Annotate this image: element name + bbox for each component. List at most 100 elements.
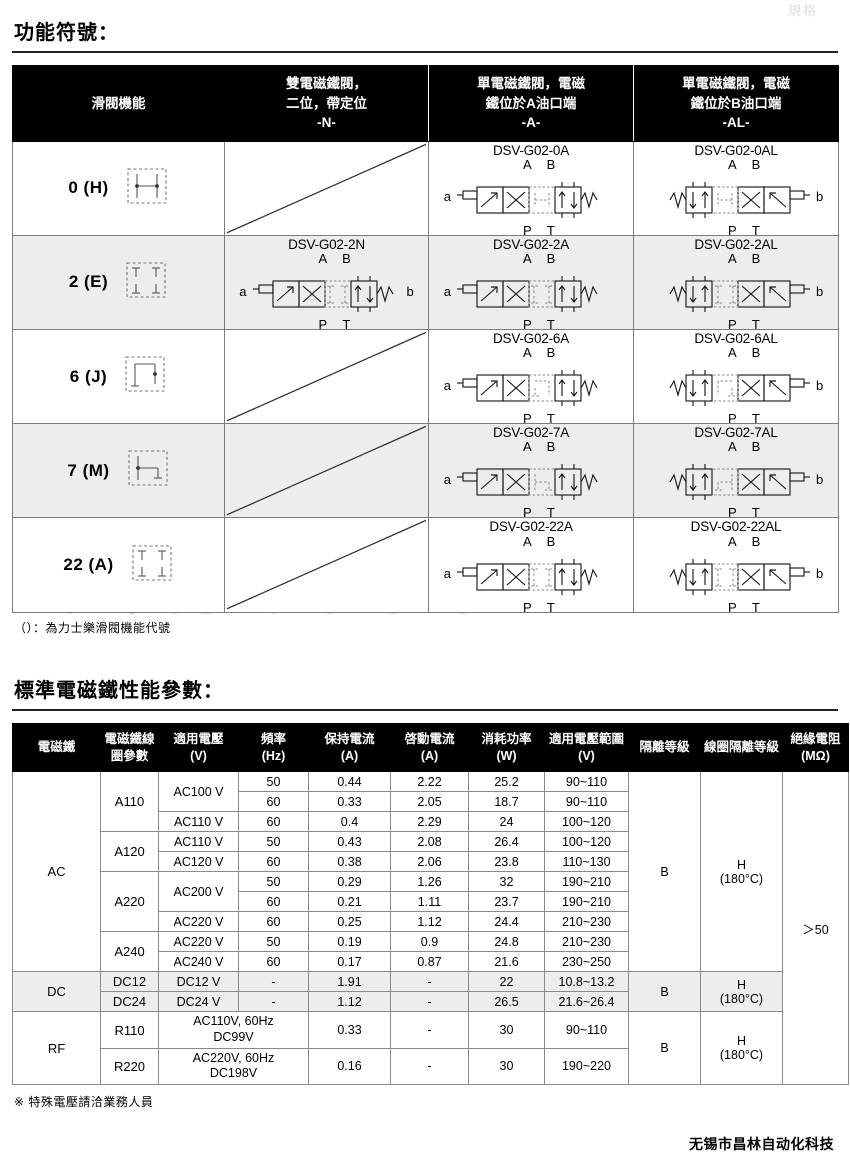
cell-power-consumption: 24 [468,811,545,833]
valve-diagram-al: A B P T b [635,345,837,426]
cell-holding-current: 1.91 [308,971,391,993]
company-footer: 无锡市昌林自动化科技 [689,1135,834,1152]
cell-type-n [224,423,429,519]
cell-isolation-class: B [628,1011,701,1085]
valve-diagram-n: a A B P T b [226,251,427,332]
cell-type-al: DSV-G02-22AL A B P T b [633,517,839,615]
col-header-8: 隔離等級 [628,722,701,773]
col-header-1: 電磁鐵線 圈參數 [100,722,159,773]
valve-diagram-a: a A B P T [430,345,632,426]
cell-insulation-resistance: ＞50 [782,771,849,1085]
function-table-note: （）：為力士樂滑閥機能代號 [14,620,171,635]
cell-type-al: DSV-G02-6AL A B P T b [633,329,839,426]
port-labels-bottom: P T [728,411,766,427]
table-row: AC110 V 60 0.4 2.29 24 100~120 [13,811,849,833]
cell-starting-current: - [390,1011,469,1049]
cell-type-n: DSV-G02-2N a A B P T b [224,234,429,332]
cell-type-a: DSV-G02-6A a A B P T [428,329,634,426]
cell-holding-current: 0.33 [308,1011,391,1049]
cell-holding-current: 0.43 [308,831,391,853]
cell-type-al: DSV-G02-0AL A B P T b [633,140,839,238]
port-label-right: b [406,283,414,299]
cell-spool-function: 0 (H) [12,140,225,236]
table-row: A220 AC200 V 50 0.29 1.26 32 190~210 [13,871,849,933]
table-header-row: 滑閥機能 雙電磁鐵閥， 二位，帶定位 -N- 單電磁鐵閥，電磁 鐵位於A油口端 … [12,65,839,142]
valve-diagram-al: A B P T b [635,534,837,615]
spool-function-code: 22 (A) [63,555,114,575]
cell-frequency: 60 [238,811,309,833]
cell-voltage-range: 100~120 [544,831,629,853]
port-labels-bottom: P T [523,505,561,521]
cell-voltage-range: 100~120 [544,811,629,833]
table-row: AC120 V 60 0.38 2.06 23.8 110~130 [13,851,849,873]
table-row: 0 (H) DSV-G02-0A a A B P T [12,140,839,238]
cell-power-consumption: 23.7 [468,891,545,913]
part-number: DSV-G02-2AL [694,236,778,252]
spool-function-code: 6 (J) [69,366,108,386]
cell-voltage-range: 90~110 [544,791,629,813]
col-header-double-solenoid-n: 雙電磁鐵閥， 二位，帶定位 -N- [224,65,429,142]
section-heading-function-symbols: 功能符號： [14,22,119,44]
cell-spool-function: 7 (M) [12,423,225,519]
port-label-right: b [816,377,824,393]
port-labels-bottom: P T [728,222,766,238]
table-row: AC220 V 60 0.25 1.12 24.4 210~230 [13,911,849,933]
cell-coil-isolation-class: H (180°C) [700,771,783,973]
port-labels-top: A B [523,345,562,361]
cell-starting-current: 1.12 [390,911,469,933]
cell-spool-function: 6 (J) [12,329,225,425]
valve-diagram-a: a A B P T [430,534,632,615]
cell-power-consumption: 26.4 [468,831,545,853]
col-header-6: 消耗功率 (W) [468,722,545,773]
cell-type-a: DSV-G02-0A a A B P T [428,140,634,238]
cell-frequency: 60 [238,851,309,873]
cell-starting-current: 0.9 [390,931,469,953]
cell-frequency: 50 [238,831,309,853]
cell-spool-function: 22 (A) [12,517,225,613]
cell-starting-current: - [390,1047,469,1085]
cell-frequency: 50 [238,771,309,793]
cell-voltage-range: 190~220 [544,1047,629,1085]
spool-function-code: 0 (H) [68,178,109,198]
cell-solenoid-type: AC [12,771,101,973]
port-labels-top: A B [728,439,767,455]
top-cut-text: 規格 [787,3,818,18]
cell-applicable-voltage: AC220 V [158,911,239,933]
cell-starting-current: - [390,971,469,993]
port-labels-bottom: P T [523,599,561,615]
col-header-spool-function: 滑閥機能 [12,65,225,142]
cell-frequency: 50 [238,871,309,893]
part-number: DSV-G02-0A [492,142,570,158]
cell-starting-current: - [390,991,469,1013]
part-number: DSV-G02-22A [489,519,573,535]
cell-isolation-class: B [628,971,701,1013]
cell-holding-current: 0.25 [308,911,391,933]
port-labels-bottom: P T [728,505,766,521]
solenoid-table-note: ※ 特殊電壓請洽業務人員 [14,1094,154,1109]
cell-applicable-voltage: AC110 V [158,831,239,853]
cell-voltage-range: 210~230 [544,931,629,953]
cell-holding-current: 0.44 [308,771,391,793]
table-row: 22 (A) DSV-G02-22A a A B [12,517,839,615]
cell-applicable-voltage: AC220 V [158,931,239,953]
cell-type-a: DSV-G02-22A a A B P T [428,517,634,615]
cell-voltage-range: 90~110 [544,771,629,793]
top-strip: 規格 [12,0,838,18]
valve-diagram-a: a A B P T [430,251,632,332]
table-row: AC A110 AC100 V 50 0.44 2.22 25.2 90~110 B H (180°… [12,771,849,1085]
valve-diagram-al: A B P T b [635,439,837,520]
cell-frequency: 60 [238,911,309,933]
cell-applicable-voltage: AC110 V [158,811,239,833]
spool-symbol-icon [126,448,170,493]
port-label-left: a [443,566,451,582]
cell-voltage-range: 21.6~26.4 [544,991,629,1013]
spool-function-code: 7 (M) [67,460,110,480]
spool-symbol-icon [123,354,167,399]
cell-frequency: 60 [238,891,309,913]
cell-voltage-range: 10.8~13.2 [544,971,629,993]
cell-starting-current: 2.06 [390,851,469,873]
cell-power-consumption: 24.8 [468,931,545,953]
col-header-3: 頻率 (Hz) [238,722,309,773]
cell-holding-current: 0.21 [308,891,391,913]
cell-type-n [224,140,429,236]
